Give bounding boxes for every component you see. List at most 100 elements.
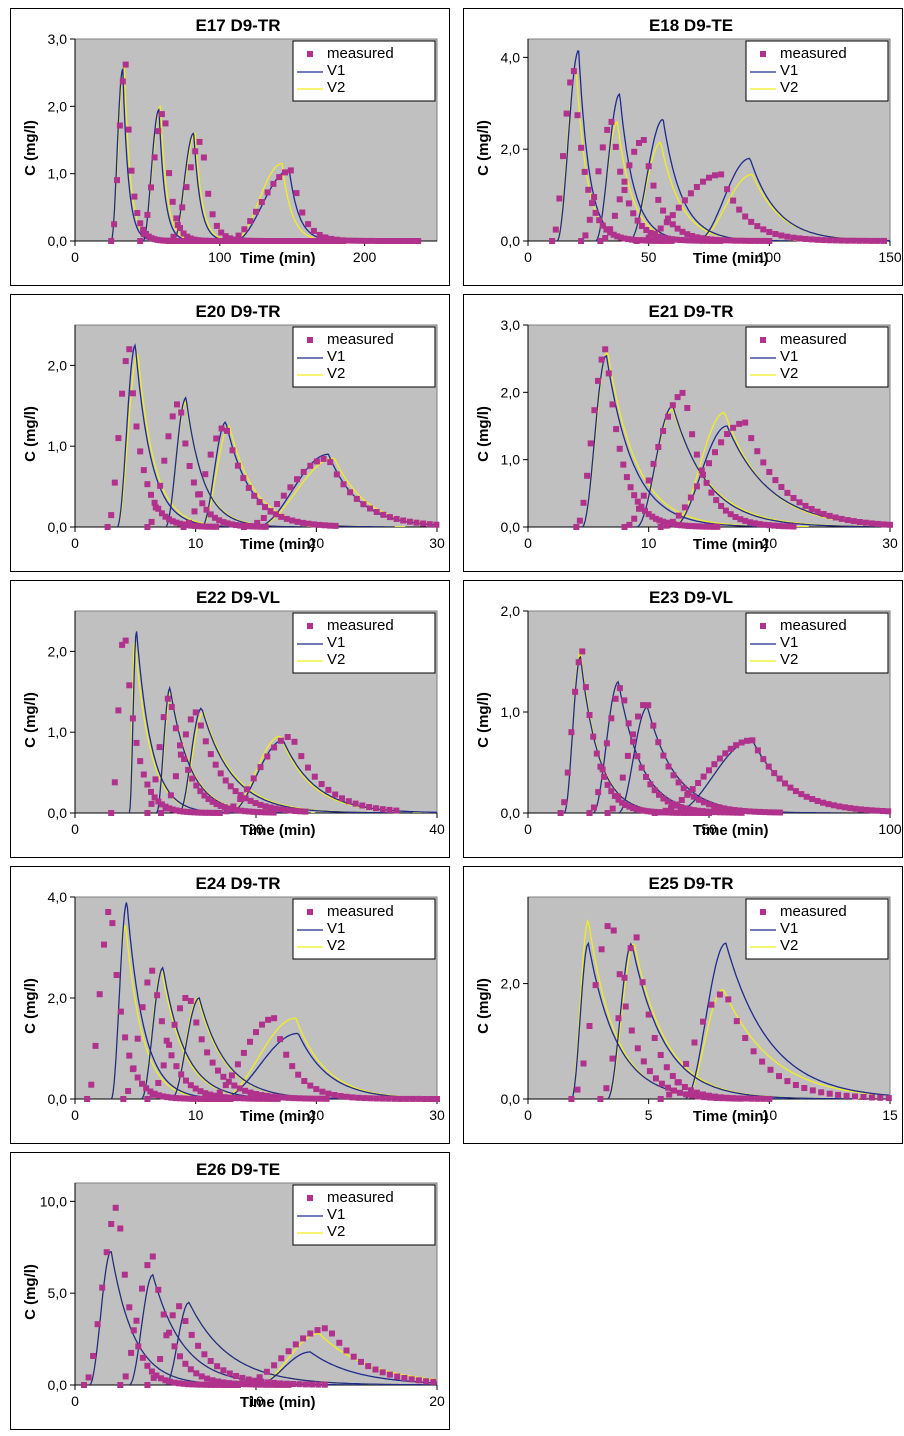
legend-v2: V2 <box>327 79 345 96</box>
measured-point <box>216 1381 223 1388</box>
measured-point <box>177 742 183 749</box>
measured-point <box>253 208 259 215</box>
measured-point <box>174 222 181 228</box>
measured-point <box>90 1353 97 1359</box>
measured-point <box>706 460 712 467</box>
measured-point <box>582 232 589 239</box>
measured-point <box>169 806 176 813</box>
measured-point <box>423 1378 430 1385</box>
measured-point <box>657 225 664 232</box>
measured-point <box>677 809 683 816</box>
x-tick-label: 100 <box>758 249 782 265</box>
measured-point <box>295 1071 302 1078</box>
measured-point <box>415 1377 422 1384</box>
measured-point <box>178 1071 185 1078</box>
measured-point <box>300 519 307 526</box>
measured-point <box>228 521 235 528</box>
measured-point <box>235 237 242 244</box>
legend-measured-marker <box>307 51 313 57</box>
measured-point <box>631 492 638 499</box>
measured-point <box>157 482 164 489</box>
measured-point <box>292 1341 299 1348</box>
measured-point <box>695 1093 702 1100</box>
measured-point <box>760 756 767 763</box>
measured-point <box>650 237 657 244</box>
measured-point <box>698 235 705 242</box>
measured-point <box>172 773 179 780</box>
measured-point <box>198 1373 205 1380</box>
chart-panel-e20: E20 D9-TR 0,0 1,0 2,0 0 10 20 30 Time (min) C (mg… <box>10 294 450 572</box>
measured-point <box>581 168 588 175</box>
measured-point <box>678 797 685 803</box>
measured-point <box>603 226 610 233</box>
measured-point <box>756 808 763 815</box>
measured-point <box>234 462 241 469</box>
measured-point <box>766 469 773 475</box>
measured-point <box>191 809 198 816</box>
y-tick-label: 2,0 <box>48 98 68 114</box>
x-tick-label: 30 <box>429 535 445 551</box>
measured-point <box>628 236 635 243</box>
measured-point <box>270 180 277 187</box>
measured-point <box>144 1382 151 1388</box>
y-axis-label: C (mg/l) <box>22 978 39 1034</box>
legend-measured: measured <box>780 903 847 920</box>
measured-point <box>92 1042 99 1049</box>
measured-point <box>247 797 254 804</box>
measured-point <box>615 796 622 803</box>
measured-point <box>657 809 664 816</box>
y-tick-label: 1,0 <box>501 704 521 720</box>
measured-point <box>327 459 334 466</box>
measured-point <box>287 484 294 491</box>
measured-point <box>233 522 240 529</box>
measured-point <box>625 200 632 207</box>
measured-point <box>707 523 714 530</box>
measured-point <box>194 1381 201 1388</box>
measured-point <box>187 235 194 242</box>
chart-panel-e23: E23 D9-VL 0,0 1,0 2,0 0 50 100 Time (min) C (mg/… <box>463 580 903 858</box>
measured-point <box>669 800 676 807</box>
y-tick-label: 0,0 <box>48 233 68 249</box>
measured-point <box>792 788 799 795</box>
measured-point <box>323 1095 330 1102</box>
measured-point <box>748 1095 755 1102</box>
legend-v1: V1 <box>780 62 798 79</box>
measured-point <box>289 517 296 524</box>
measured-point <box>172 1095 179 1102</box>
measured-point <box>277 1036 284 1043</box>
measured-point <box>593 750 600 757</box>
measured-point <box>177 1005 183 1012</box>
measured-point <box>181 1095 188 1102</box>
measured-point <box>133 1317 140 1324</box>
measured-point <box>296 1381 303 1388</box>
measured-point <box>169 1312 176 1319</box>
measured-point <box>198 809 205 816</box>
measured-point <box>616 971 623 978</box>
measured-point <box>253 1381 259 1388</box>
measured-point <box>669 212 676 219</box>
measured-point <box>215 1067 221 1074</box>
measured-point <box>180 1380 187 1387</box>
measured-point <box>220 519 227 526</box>
measured-point <box>280 1094 287 1101</box>
measured-point <box>591 407 598 414</box>
measured-point <box>598 356 605 363</box>
measured-point <box>680 785 687 792</box>
measured-point <box>126 1052 133 1059</box>
measured-point <box>650 460 657 467</box>
y-tick-label: 2,0 <box>501 976 521 992</box>
measured-point <box>690 793 697 800</box>
measured-point <box>592 982 599 989</box>
measured-point <box>604 923 611 930</box>
measured-point <box>706 767 712 774</box>
measured-point <box>663 219 670 226</box>
measured-point <box>187 809 194 816</box>
measured-point <box>103 1249 110 1256</box>
measured-point <box>684 405 691 411</box>
measured-point <box>765 763 772 770</box>
measured-point <box>703 236 710 242</box>
measured-point <box>155 1080 162 1086</box>
measured-point <box>700 471 706 478</box>
measured-point <box>663 1064 670 1071</box>
measured-point <box>622 1003 629 1010</box>
